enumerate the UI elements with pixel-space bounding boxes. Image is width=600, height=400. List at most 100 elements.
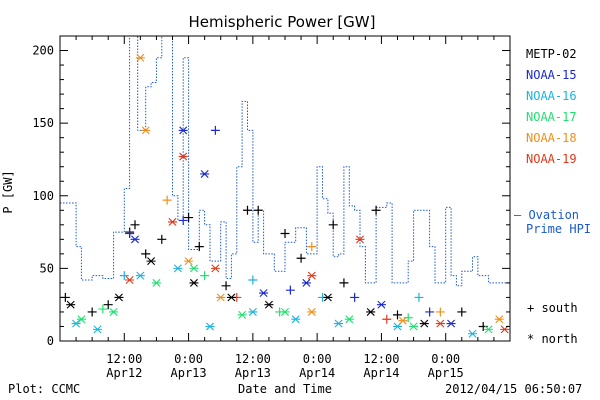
north-point <box>173 264 183 273</box>
y-tick-label: 0 <box>47 334 54 348</box>
south-point <box>425 307 435 317</box>
plot-credit: Plot: CCMC <box>8 382 80 396</box>
south-point <box>184 213 194 223</box>
legend-ovation-line2: Prime HPI <box>526 222 591 236</box>
north-point <box>146 257 156 266</box>
north-point <box>500 325 510 334</box>
legend-ovation-line1: — Ovation <box>514 208 579 222</box>
north-point <box>468 329 477 338</box>
x-tick-time-label: 0:00 <box>174 352 203 366</box>
south-point <box>285 285 295 295</box>
north-point <box>189 264 199 273</box>
north-point <box>323 293 333 302</box>
south-point <box>87 307 97 317</box>
legend-item: NOAA-19 <box>526 152 577 166</box>
south-point <box>339 278 349 288</box>
north-point <box>366 307 376 316</box>
south-point <box>200 271 210 281</box>
north-point <box>66 300 76 309</box>
south-point <box>350 292 360 302</box>
north-point <box>334 319 344 328</box>
north-point <box>259 289 269 298</box>
south-point <box>157 234 167 244</box>
plot-frame <box>59 35 511 342</box>
south-point <box>162 195 172 205</box>
x-tick-date-label: Apr14 <box>299 366 335 380</box>
x-tick-time-label: 0:00 <box>431 352 460 366</box>
south-point <box>243 205 252 215</box>
legend-item: METP-02 <box>526 47 577 61</box>
south-point <box>382 314 392 324</box>
south-point <box>371 205 381 215</box>
north-point <box>178 126 188 135</box>
x-tick-time-label: 12:00 <box>106 352 142 366</box>
y-axis-label: P [GW] <box>1 170 15 213</box>
x-tick-time-label: 0:00 <box>303 352 332 366</box>
north-point <box>280 307 290 316</box>
north-point <box>355 235 365 244</box>
y-axis-ticks: 0 50 100 150 200 <box>32 44 510 348</box>
south-point <box>393 310 402 320</box>
south-point <box>435 307 445 317</box>
south-point <box>103 300 113 310</box>
north-point <box>109 307 119 316</box>
north-point <box>264 300 274 309</box>
north-point <box>393 322 402 331</box>
north-point <box>135 53 145 62</box>
north-point <box>301 278 311 287</box>
ovation-hpi-line <box>60 35 510 287</box>
north-point <box>248 307 258 316</box>
south-point <box>130 220 140 230</box>
chart-title: Hemispheric Power [GW] <box>189 13 376 31</box>
south-point <box>98 304 108 314</box>
north-point <box>93 325 102 334</box>
north-point <box>189 278 199 287</box>
north-point <box>307 271 317 280</box>
x-tick-date-label: Apr13 <box>171 366 207 380</box>
north-point <box>409 322 419 331</box>
south-point <box>414 292 424 302</box>
south-point <box>328 220 338 230</box>
y-tick-label: 150 <box>32 116 54 130</box>
north-point <box>226 293 236 302</box>
north-point <box>419 319 429 328</box>
north-point <box>435 319 445 328</box>
south-point <box>457 307 467 317</box>
ovation-hpi-series <box>60 35 510 287</box>
x-axis-label: Date and Time <box>238 382 332 396</box>
y-tick-label: 100 <box>32 189 54 203</box>
north-point <box>178 152 188 161</box>
north-point <box>135 271 145 280</box>
north-point <box>376 300 386 309</box>
y-tick-label: 50 <box>40 261 54 275</box>
north-point <box>76 315 86 324</box>
x-tick-date-label: Apr15 <box>428 366 464 380</box>
y-tick-label: 200 <box>32 44 54 58</box>
north-point <box>210 264 220 273</box>
legend-item: NOAA-16 <box>526 89 577 103</box>
north-point <box>216 293 226 302</box>
north-point <box>237 310 247 319</box>
plot-area <box>59 35 511 342</box>
north-point <box>184 257 194 266</box>
north-point <box>344 315 354 324</box>
south-point <box>210 125 220 135</box>
north-point <box>141 126 151 135</box>
x-tick-time-label: 12:00 <box>363 352 399 366</box>
south-point <box>125 229 135 239</box>
south-point <box>141 249 151 259</box>
south-point <box>296 253 306 263</box>
legend-north-marker: * north <box>527 332 578 346</box>
south-point <box>253 205 263 215</box>
x-tick-time-label: 12:00 <box>235 352 271 366</box>
north-point <box>484 325 494 334</box>
x-tick-date-label: Apr12 <box>106 366 142 380</box>
north-point <box>307 307 317 316</box>
south-point <box>119 271 129 281</box>
south-point <box>178 215 188 225</box>
north-point <box>125 276 135 284</box>
north-point <box>205 322 215 331</box>
x-tick-date-label: Apr13 <box>235 366 271 380</box>
timestamp: 2012/04/15 06:50:07 <box>445 382 582 396</box>
